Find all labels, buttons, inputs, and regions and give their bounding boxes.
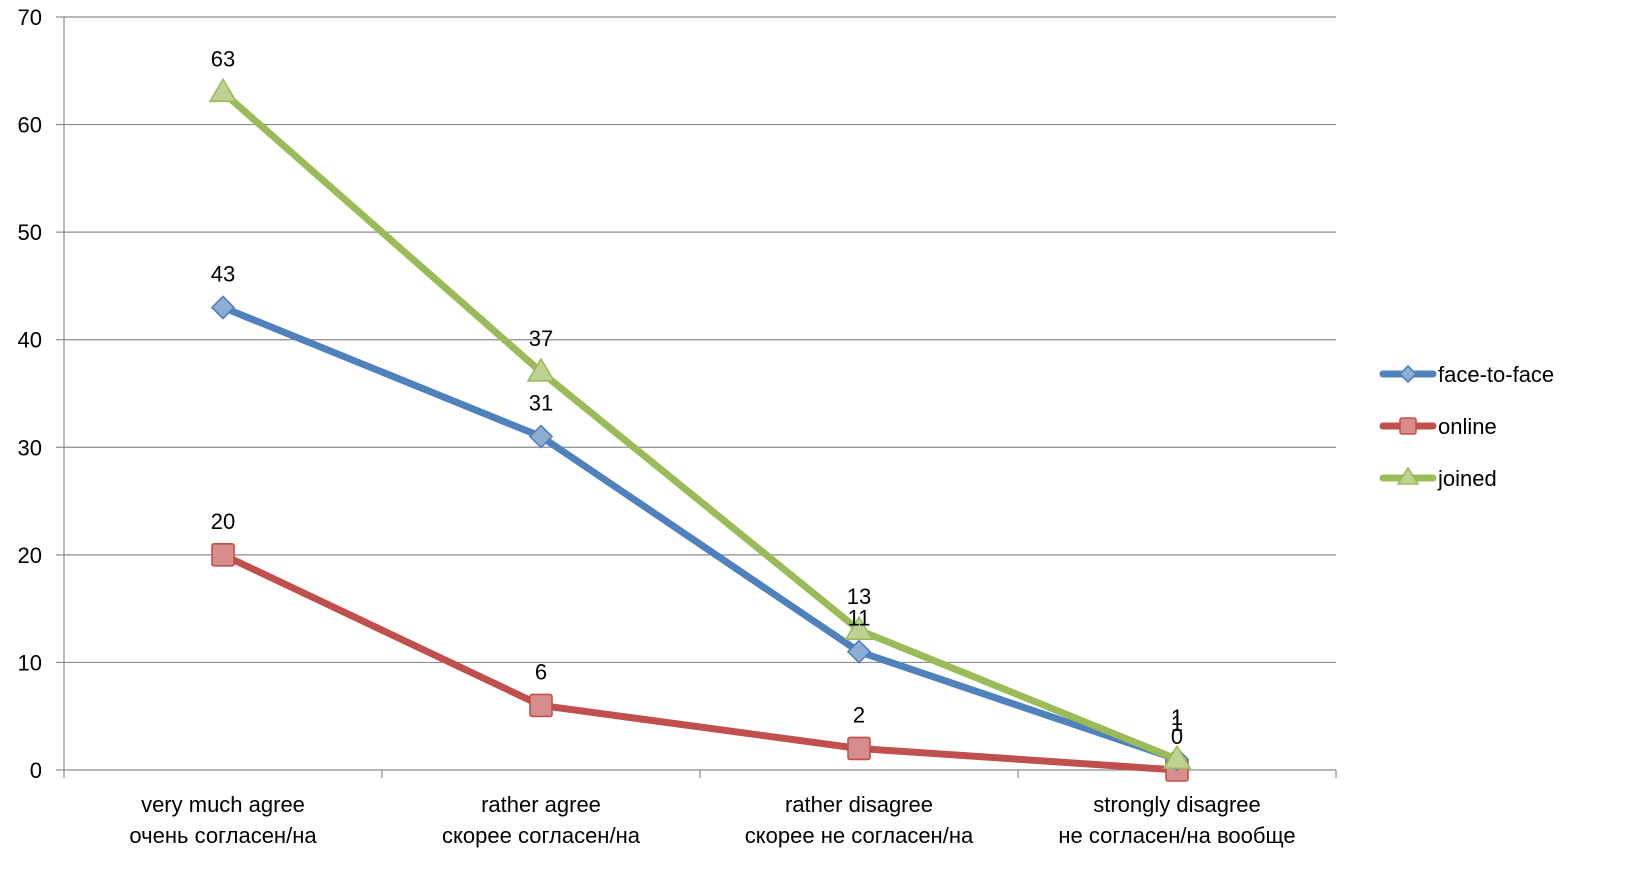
- data-label-joined-3: 13: [847, 584, 871, 609]
- x-category-label-3-line-2: скорее не согласен/на: [745, 823, 974, 848]
- y-tick-label-50: 50: [18, 220, 42, 245]
- y-tick-label-10: 10: [18, 650, 42, 675]
- data-point-online-2: [529, 693, 553, 718]
- y-tick-label-20: 20: [18, 543, 42, 568]
- y-tick-label-70: 70: [18, 5, 42, 30]
- data-label-face-to-face-3: 11: [848, 606, 871, 631]
- x-category-label-1-line-2: очень согласен/на: [129, 823, 317, 848]
- data-label-face-to-face-1: 43: [211, 261, 235, 286]
- data-point-joined-2: [526, 357, 556, 382]
- legend-marker-online: [1399, 417, 1417, 435]
- data-point-joined-4: [1162, 744, 1192, 770]
- series-lines: [208, 77, 1192, 782]
- legend-label-joined: joined: [1437, 466, 1497, 491]
- x-category-label-1-line-1: very much agree: [141, 792, 305, 817]
- series-line-face-to-face: [219, 303, 1181, 763]
- legend-label-face-to-face: face-to-face: [1438, 362, 1554, 387]
- x-category-label-2-line-1: rather agree: [481, 792, 601, 817]
- y-tick-label-40: 40: [18, 328, 42, 353]
- data-point-online-1: [211, 543, 235, 567]
- legend-label-online: online: [1438, 414, 1497, 439]
- gridlines: [64, 16, 1336, 664]
- series-line-online: [219, 551, 1181, 774]
- data-point-online-3: [847, 736, 871, 761]
- legend-marker-face-to-face: [1398, 364, 1418, 384]
- data-point-joined-1: [208, 77, 238, 103]
- data-label-joined-1: 63: [211, 46, 235, 71]
- legend-marker-joined: [1396, 466, 1420, 485]
- data-label-face-to-face-2: 31: [529, 391, 553, 416]
- data-label-joined-4: 1: [1171, 705, 1183, 730]
- legend: face-to-face online joined: [1379, 362, 1554, 491]
- x-category-label-2-line-2: скорее согласен/на: [442, 823, 641, 848]
- data-label-online-3: 2: [853, 702, 865, 727]
- data-point-joined-3: [844, 615, 874, 640]
- data-label-joined-2: 37: [529, 326, 553, 351]
- x-category-label-3-line-1: rather disagree: [785, 792, 933, 817]
- y-tick-label-30: 30: [18, 435, 42, 460]
- y-tick-label-60: 60: [18, 113, 42, 138]
- data-point-face-to-face-2: [528, 424, 554, 449]
- data-point-face-to-face-1: [210, 295, 236, 320]
- series-line-joined: [219, 88, 1181, 763]
- data-label-online-4: 0: [1171, 724, 1183, 749]
- x-category-label-4-line-2: не согласен/на вообще: [1058, 823, 1295, 848]
- data-label-online-2: 6: [535, 659, 547, 684]
- y-tick-label-0: 0: [30, 758, 42, 783]
- data-label-online-1: 20: [211, 509, 235, 534]
- x-category-label-4-line-1: strongly disagree: [1093, 792, 1261, 817]
- data-label-face-to-face-4: 1: [1171, 711, 1183, 736]
- data-point-face-to-face-3: [846, 639, 872, 664]
